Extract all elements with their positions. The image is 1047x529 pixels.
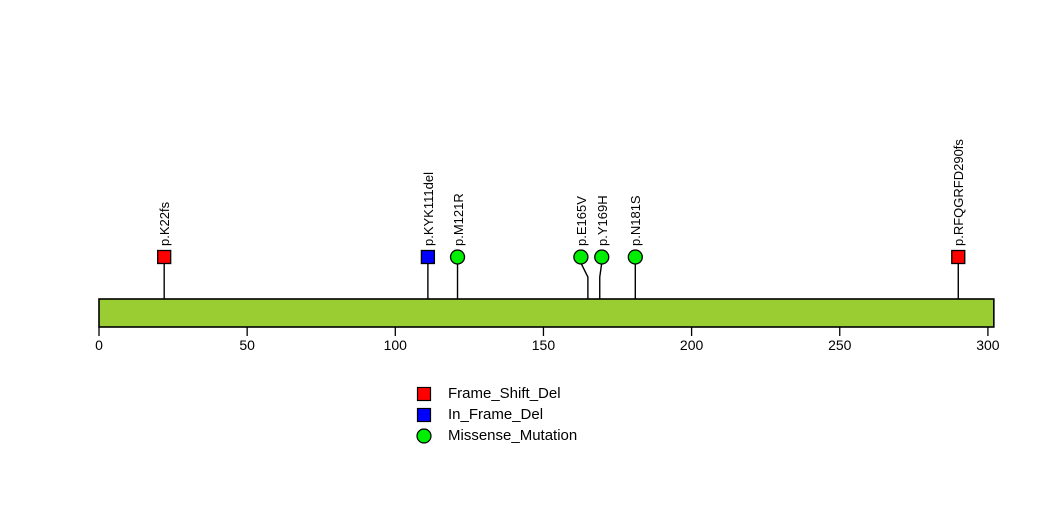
legend-marker [416,407,432,423]
legend-label: Missense_Mutation [448,427,578,444]
mutation-lollipop[interactable] [951,249,966,300]
axis-tick-label: 150 [531,337,556,353]
mutation-lollipop[interactable] [627,249,643,299]
mutation-lollipop[interactable] [573,249,589,299]
mutation-lollipop[interactable] [449,249,466,299]
mutation-marker[interactable] [951,249,966,265]
axis-tick-label: 200 [679,337,704,353]
protein-bar [98,298,995,328]
x-axis-ticks [98,327,989,336]
mutation-marker[interactable] [594,249,610,265]
legend-label: In_Frame_Del [448,406,544,423]
axis-tick-label: 100 [383,337,407,353]
mutation-lollipop[interactable] [157,249,172,300]
mutation-lollipop[interactable] [594,249,610,299]
mutation-marker[interactable] [449,249,466,265]
mutation-marker[interactable] [627,249,643,265]
mutation-lollipop[interactable] [420,249,436,300]
legend-label: Frame_Shift_Del [448,385,561,402]
mutation-marker[interactable] [420,249,436,265]
axis-tick-label: 300 [976,337,1000,353]
axis-tick-label: 0 [95,337,103,353]
axis-tick-label: 250 [828,337,852,353]
mutation-marker[interactable] [157,249,172,265]
legend-marker [416,386,432,402]
legend-marker [416,428,432,444]
mutation-marker[interactable] [573,249,589,265]
axis-tick-label: 50 [239,337,255,353]
